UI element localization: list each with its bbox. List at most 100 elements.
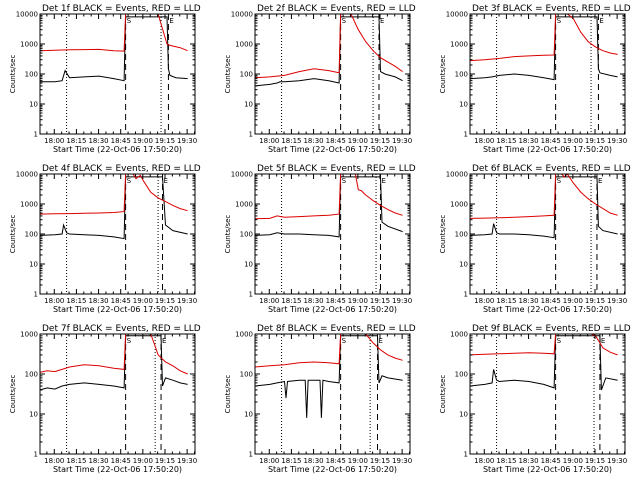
y-tick-label: 10 xyxy=(29,261,38,269)
series-line-lld xyxy=(40,14,188,52)
y-tick-label: 10000 xyxy=(231,11,253,19)
y-tick-label: 1 xyxy=(249,451,253,459)
y-tick-label: 100 xyxy=(455,231,468,239)
x-axis-label: Start Time (22-Oct-06 17:50:20) xyxy=(483,465,612,474)
y-tick-label: 1000 xyxy=(20,41,38,49)
marker-s: S xyxy=(127,337,132,345)
x-tick-label: 18:30 xyxy=(518,297,538,305)
x-tick-label: 19:15 xyxy=(585,137,605,145)
x-tick-label: 19:15 xyxy=(370,137,390,145)
marker-e: E xyxy=(601,337,605,345)
x-tick-label: 19:15 xyxy=(155,297,175,305)
x-tick-label: 18:15 xyxy=(66,137,86,145)
x-tick-label: 18:15 xyxy=(66,457,86,465)
x-tick-label: 19:15 xyxy=(585,297,605,305)
x-tick-label: 19:30 xyxy=(177,137,197,145)
y-tick-label: 1000 xyxy=(450,41,468,49)
x-tick-label: 19:30 xyxy=(392,137,412,145)
series-line-lld xyxy=(470,334,618,356)
x-tick-label: 19:30 xyxy=(392,297,412,305)
panel-det-9: Det 9f BLACK = Events, RED = LLD S E 1 10 100… xyxy=(439,324,631,474)
y-tick-label: 10 xyxy=(244,101,253,109)
x-tick-label: 19:30 xyxy=(177,297,197,305)
series-line-events xyxy=(255,16,403,87)
plot-frame xyxy=(469,13,626,135)
x-tick-label: 18:00 xyxy=(44,297,64,305)
x-axis-label: Start Time (22-Oct-06 17:50:20) xyxy=(53,145,182,154)
marker-e: E xyxy=(599,17,603,25)
x-tick-label: 18:45 xyxy=(541,457,561,465)
x-tick-label: 18:00 xyxy=(259,457,279,465)
x-tick-label: 19:15 xyxy=(155,137,175,145)
y-tick-label: 10 xyxy=(459,101,468,109)
x-tick-label: 19:30 xyxy=(607,457,627,465)
series-line-lld xyxy=(255,174,403,220)
marker-s: S xyxy=(557,17,562,25)
x-tick-label: 19:15 xyxy=(585,457,605,465)
y-tick-label: 10 xyxy=(459,261,468,269)
series-group xyxy=(470,14,618,81)
y-tick-label: 1000 xyxy=(450,331,468,339)
x-tick-label: 18:30 xyxy=(518,457,538,465)
y-tick-label: 10 xyxy=(29,101,38,109)
series-group xyxy=(40,14,188,83)
y-tick-label: 1000 xyxy=(235,41,253,49)
y-tick-label: 1 xyxy=(464,451,468,459)
x-tick-label: 19:30 xyxy=(177,457,197,465)
series-line-events xyxy=(470,176,618,239)
y-tick-label: 100 xyxy=(240,371,253,379)
x-axis-label: Start Time (22-Oct-06 17:50:20) xyxy=(268,305,397,314)
panel-title: Det 8f BLACK = Events, RED = LLD xyxy=(257,324,416,334)
x-tick-label: 19:00 xyxy=(133,137,153,145)
series-line-events xyxy=(470,335,618,391)
marker-e: E xyxy=(169,17,173,25)
marker-e: E xyxy=(380,17,384,25)
x-tick-label: 18:45 xyxy=(326,457,346,465)
marker-e: E xyxy=(162,337,166,345)
x-axis-label: Start Time (22-Oct-06 17:50:20) xyxy=(53,305,182,314)
x-tick-label: 18:15 xyxy=(281,297,301,305)
series-group xyxy=(470,174,618,239)
y-tick-label: 10 xyxy=(459,411,468,419)
y-tick-label: 1000 xyxy=(235,331,253,339)
plot-frame xyxy=(469,173,626,295)
marker-s: S xyxy=(342,177,347,185)
y-tick-label: 1 xyxy=(464,131,468,139)
y-tick-label: 100 xyxy=(25,371,38,379)
plot-frame xyxy=(254,13,411,135)
x-tick-label: 19:30 xyxy=(607,297,627,305)
marker-e: E xyxy=(379,337,383,345)
panel-title: Det 6f BLACK = Events, RED = LLD xyxy=(472,164,631,174)
panel-title: Det 7f BLACK = Events, RED = LLD xyxy=(42,324,201,334)
x-tick-label: 18:30 xyxy=(303,137,323,145)
series-line-lld xyxy=(40,334,188,375)
series-group xyxy=(255,174,403,238)
y-axis-label: Counts/sec xyxy=(439,55,447,94)
x-tick-label: 18:45 xyxy=(111,297,131,305)
x-tick-label: 18:15 xyxy=(66,297,86,305)
x-tick-label: 19:00 xyxy=(133,297,153,305)
y-tick-label: 100 xyxy=(25,71,38,79)
x-tick-label: 19:00 xyxy=(563,457,583,465)
y-tick-label: 10000 xyxy=(446,11,468,19)
panel-title: Det 1f BLACK = Events, RED = LLD xyxy=(42,4,201,14)
series-line-events xyxy=(470,16,618,81)
y-tick-label: 10000 xyxy=(446,171,468,179)
y-tick-label: 1 xyxy=(464,291,468,299)
series-group xyxy=(40,174,188,240)
x-tick-label: 19:00 xyxy=(348,297,368,305)
plot-frame xyxy=(39,333,196,455)
y-axis-label: Counts/sec xyxy=(439,215,447,254)
panel-title: Det 9f BLACK = Events, RED = LLD xyxy=(472,324,631,334)
x-tick-label: 18:45 xyxy=(326,137,346,145)
x-tick-label: 18:00 xyxy=(474,297,494,305)
x-tick-label: 19:00 xyxy=(348,137,368,145)
x-axis-label: Start Time (22-Oct-06 17:50:20) xyxy=(268,465,397,474)
y-tick-label: 1000 xyxy=(20,201,38,209)
y-tick-label: 10000 xyxy=(16,171,38,179)
x-tick-label: 19:30 xyxy=(392,457,412,465)
plot-frame xyxy=(254,333,411,455)
x-tick-label: 18:45 xyxy=(111,137,131,145)
y-tick-label: 10000 xyxy=(16,11,38,19)
